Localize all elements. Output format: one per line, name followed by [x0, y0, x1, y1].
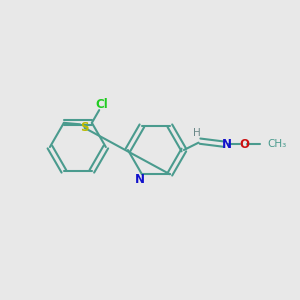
Text: S: S [80, 121, 88, 134]
Text: N: N [134, 173, 145, 186]
Text: O: O [240, 138, 250, 151]
Text: CH₃: CH₃ [268, 139, 287, 149]
Text: H: H [193, 128, 201, 138]
Text: Cl: Cl [96, 98, 109, 112]
Text: N: N [222, 138, 232, 151]
